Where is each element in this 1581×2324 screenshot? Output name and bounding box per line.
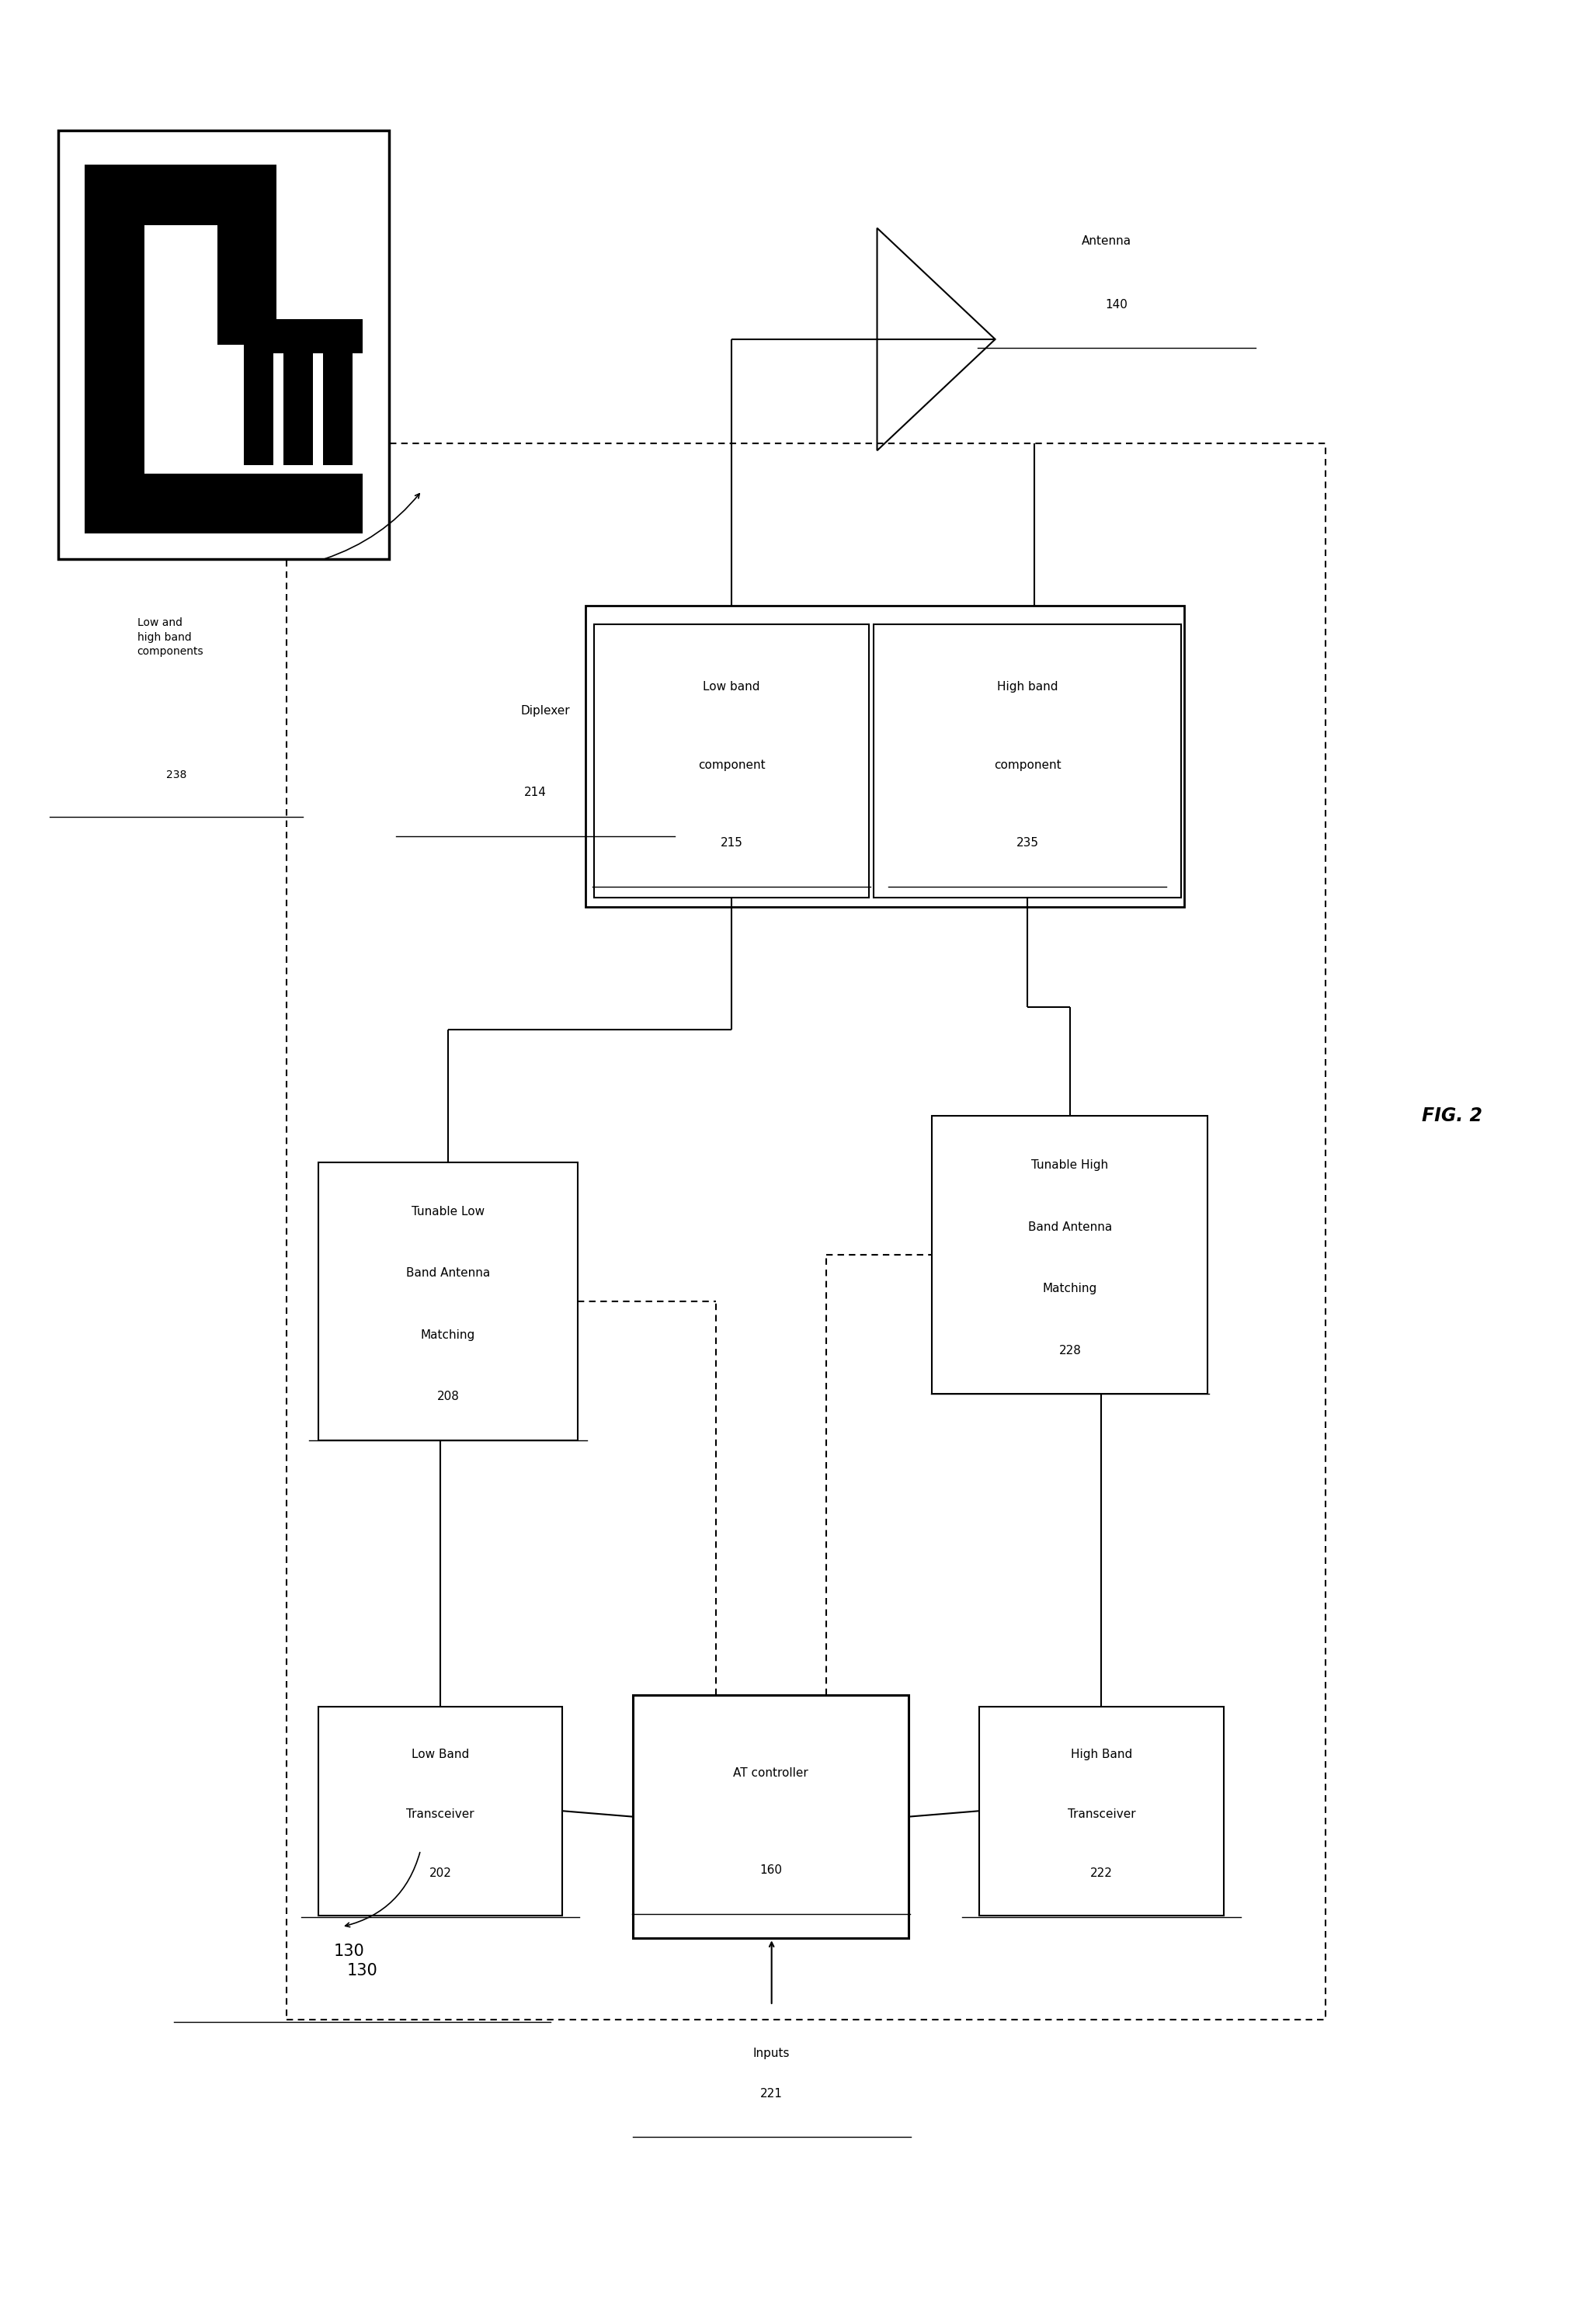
Text: Antenna: Antenna <box>1081 235 1132 246</box>
Bar <box>85 165 256 225</box>
Text: 238: 238 <box>166 769 187 781</box>
Text: 208: 208 <box>436 1392 458 1404</box>
Text: High band: High band <box>998 681 1058 693</box>
Text: 130: 130 <box>346 1964 378 1978</box>
Bar <box>323 337 353 465</box>
Text: 228: 228 <box>1059 1346 1081 1357</box>
Text: 140: 140 <box>1105 300 1127 311</box>
Bar <box>587 607 1184 906</box>
Bar <box>283 337 313 465</box>
Text: Tunable Low: Tunable Low <box>411 1206 485 1218</box>
Text: Low and
high band
components: Low and high band components <box>138 618 204 658</box>
Text: Tunable High: Tunable High <box>1031 1160 1108 1171</box>
Text: Transceiver: Transceiver <box>406 1808 474 1820</box>
Text: 214: 214 <box>525 788 547 799</box>
Text: component: component <box>994 760 1061 772</box>
Text: 160: 160 <box>759 1864 783 1875</box>
Bar <box>85 474 362 535</box>
Bar <box>217 165 277 344</box>
Text: Matching: Matching <box>421 1329 476 1341</box>
Text: 202: 202 <box>428 1868 452 1880</box>
Bar <box>933 1116 1208 1394</box>
Bar <box>594 625 870 897</box>
Text: Matching: Matching <box>1043 1283 1097 1294</box>
Bar <box>980 1706 1224 1915</box>
Text: High Band: High Band <box>1070 1748 1132 1759</box>
Text: AT controller: AT controller <box>734 1766 808 1778</box>
Text: Low Band: Low Band <box>411 1748 470 1759</box>
Bar <box>85 181 144 535</box>
Bar <box>243 337 274 465</box>
Text: 215: 215 <box>721 837 743 848</box>
Bar <box>58 130 389 560</box>
Text: Low band: Low band <box>704 681 760 693</box>
Text: Inputs: Inputs <box>753 2047 790 2059</box>
Bar <box>243 318 362 353</box>
Bar <box>318 1162 579 1441</box>
Bar <box>286 444 1326 2020</box>
Text: 221: 221 <box>760 2087 783 2099</box>
Bar <box>632 1694 909 1938</box>
Text: Transceiver: Transceiver <box>1067 1808 1135 1820</box>
Text: FIG. 2: FIG. 2 <box>1421 1106 1481 1125</box>
Text: Band Antenna: Band Antenna <box>1028 1220 1111 1232</box>
Text: 222: 222 <box>1091 1868 1113 1880</box>
Bar <box>318 1706 563 1915</box>
Bar <box>874 625 1181 897</box>
Text: Band Antenna: Band Antenna <box>406 1267 490 1278</box>
Text: Diplexer: Diplexer <box>520 706 571 718</box>
Text: 235: 235 <box>1017 837 1039 848</box>
Text: 130: 130 <box>334 1943 365 1959</box>
Text: component: component <box>697 760 765 772</box>
